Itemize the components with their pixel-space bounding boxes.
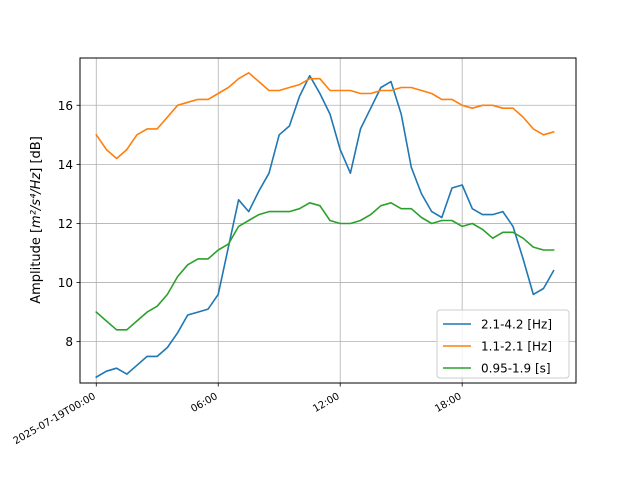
- y-tick-label: 12: [58, 217, 73, 231]
- y-tick-label: 14: [58, 158, 73, 172]
- series-line-2: [95, 72, 555, 160]
- y-axis-label-unit: ] [dB]: [29, 136, 44, 173]
- legend: 2.1-4.2 [Hz] 1.1-2.1 [Hz] 0.95-1.9 [s]: [436, 309, 570, 379]
- legend-box: [436, 309, 570, 379]
- series-lines: [95, 72, 555, 379]
- y-axis-label-math: m²/s⁴/Hz: [29, 172, 44, 228]
- x-tick-label: 18:00: [433, 391, 463, 415]
- y-tick-label: 10: [58, 276, 73, 290]
- legend-label: 2.1-4.2 [Hz]: [481, 318, 552, 332]
- plot-frame: [79, 57, 577, 384]
- legend-label: 0.95-1.9 [s]: [481, 362, 551, 376]
- x-tick-label: 2025-07-19T00:00: [12, 391, 98, 447]
- legend-label: 1.1-2.1 [Hz]: [481, 340, 552, 354]
- series-line-1: [95, 74, 555, 379]
- x-axis-ticks: 2025-07-19T00:00 06:00 12:00 18:00: [12, 383, 464, 447]
- x-tick-label: 12:00: [311, 391, 341, 415]
- x-tick-label: 06:00: [189, 391, 219, 415]
- series-line-3: [95, 202, 555, 331]
- y-axis-label: Amplitude [m²/s⁴/Hz] [dB]: [29, 136, 44, 304]
- grid: [80, 58, 576, 383]
- y-axis-ticks: 8 10 12 14 16: [58, 99, 80, 349]
- y-tick-label: 8: [65, 335, 73, 349]
- y-tick-label: 16: [58, 99, 73, 113]
- y-axis-label-main: Amplitude [: [29, 228, 44, 304]
